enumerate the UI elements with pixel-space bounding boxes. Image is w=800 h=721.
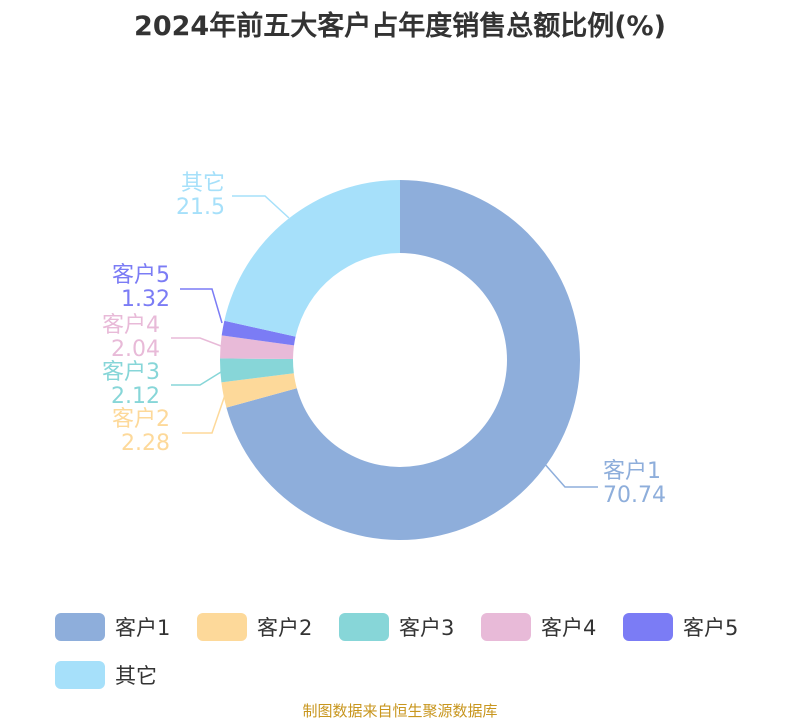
legend-item[interactable]: 客户5 — [623, 612, 738, 642]
legend-swatch — [481, 613, 531, 641]
legend-swatch — [55, 613, 105, 641]
legend-swatch — [55, 661, 105, 689]
label-name: 客户3 — [102, 360, 160, 385]
leader-line — [171, 337, 222, 347]
leader-line — [232, 195, 290, 219]
label-name: 客户5 — [112, 263, 170, 288]
source-note: 制图数据来自恒生聚源数据库 — [302, 702, 498, 720]
legend-swatch — [339, 613, 389, 641]
label-value: 21.5 — [176, 195, 225, 220]
legend-item[interactable]: 其它 — [55, 660, 157, 690]
legend-item[interactable]: 客户3 — [339, 612, 454, 642]
leader-line — [171, 371, 222, 386]
label-name: 其它 — [181, 171, 225, 196]
leader-line — [182, 394, 226, 434]
slice-客户3[interactable] — [220, 358, 294, 383]
legend-label: 其它 — [115, 664, 157, 688]
label-name: 客户1 — [603, 459, 661, 484]
legend-label: 客户3 — [399, 616, 455, 640]
label-name: 客户4 — [102, 313, 160, 338]
slice-客户2[interactable] — [221, 373, 297, 408]
leader-line — [542, 461, 598, 488]
slice-客户4[interactable] — [220, 335, 295, 360]
legend-item[interactable]: 客户1 — [55, 612, 170, 642]
label-name: 客户2 — [112, 407, 170, 432]
leader-line — [180, 288, 223, 324]
label-value: 2.04 — [111, 337, 160, 362]
legend-label: 客户1 — [115, 616, 171, 640]
label-value: 2.12 — [111, 384, 160, 409]
label-value: 70.74 — [603, 483, 666, 508]
slice-客户1[interactable] — [226, 180, 580, 540]
legend-label: 客户5 — [683, 616, 739, 640]
slice-其它[interactable] — [224, 180, 400, 337]
legend-swatch — [197, 613, 247, 641]
label-value: 2.28 — [121, 431, 170, 456]
legend-label: 客户2 — [257, 616, 313, 640]
legend-label: 客户4 — [541, 616, 597, 640]
legend-swatch — [623, 613, 673, 641]
slice-客户5[interactable] — [221, 320, 296, 346]
legend-item[interactable]: 客户4 — [481, 612, 596, 642]
chart-title: 2024年前五大客户占年度销售总额比例(%) — [134, 11, 666, 42]
legend-item[interactable]: 客户2 — [197, 612, 312, 642]
label-value: 1.32 — [121, 287, 170, 312]
